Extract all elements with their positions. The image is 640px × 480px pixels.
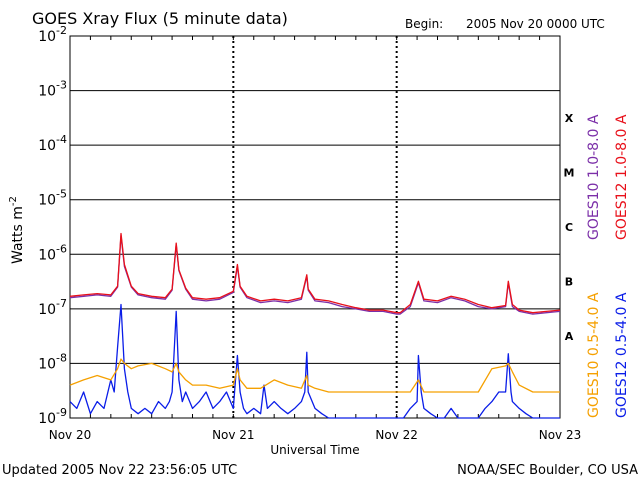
y-tick-label-3: 10-5 bbox=[38, 188, 67, 209]
legend-entry-1: GOES12 1.0-8.0 A bbox=[614, 114, 630, 240]
y-tick-base: 10 bbox=[38, 193, 56, 209]
begin-value: 2005 Nov 20 0000 UTC bbox=[466, 17, 605, 31]
y-tick-label-7: 10-9 bbox=[38, 406, 67, 427]
y-tick-exponent: -4 bbox=[56, 133, 67, 146]
y-tick-label-6: 10-8 bbox=[38, 351, 67, 372]
y-tick-label-1: 10-3 bbox=[38, 79, 67, 100]
y-tick-exponent: -6 bbox=[56, 242, 67, 255]
footer-credit: NOAA/SEC Boulder, CO USA bbox=[457, 463, 638, 478]
y-axis-label: Watts m-2 bbox=[8, 196, 26, 264]
y-tick-base: 10 bbox=[38, 411, 56, 427]
legend-entry-0: GOES10 1.0-8.0 A bbox=[586, 114, 602, 240]
series-line-0 bbox=[69, 234, 561, 315]
chart-title: GOES Xray Flux (5 minute data) bbox=[32, 9, 288, 28]
y-tick-exponent: -7 bbox=[56, 297, 67, 310]
y-tick-label-2: 10-4 bbox=[38, 133, 67, 154]
x-tick-label-3: Nov 23 bbox=[539, 428, 582, 442]
y-tick-label-5: 10-7 bbox=[38, 297, 67, 318]
flare-class-B: B bbox=[565, 276, 573, 289]
y-tick-exponent: -8 bbox=[56, 351, 67, 364]
footer-updated: Updated 2005 Nov 22 23:56:05 UTC bbox=[2, 463, 237, 478]
y-tick-base: 10 bbox=[38, 29, 56, 45]
flare-class-A: A bbox=[565, 330, 574, 343]
series-line-1 bbox=[69, 232, 561, 314]
y-tick-base: 10 bbox=[38, 302, 56, 318]
gridlines bbox=[70, 35, 560, 419]
legend-entry-2: GOES10 0.5-4.0 A bbox=[586, 292, 602, 418]
flare-class-X: X bbox=[565, 112, 574, 125]
plot-frame bbox=[69, 35, 561, 419]
x-tick-label-0: Nov 20 bbox=[49, 428, 92, 442]
y-tick-exponent: -5 bbox=[56, 188, 67, 201]
legend: GOES10 1.0-8.0 A GOES12 1.0-8.0 A GOES10 0… bbox=[586, 114, 630, 418]
y-tick-base: 10 bbox=[38, 356, 56, 372]
y-axis-label-text: Watts m bbox=[10, 206, 26, 264]
series-lines bbox=[69, 232, 561, 419]
series-line-2 bbox=[69, 358, 560, 393]
x-tick-label-2: Nov 22 bbox=[375, 428, 418, 442]
y-tick-base: 10 bbox=[38, 84, 56, 100]
series-line-3 bbox=[69, 303, 560, 419]
legend-entry-3: GOES12 0.5-4.0 A bbox=[614, 292, 630, 418]
y-tick-exponent: -9 bbox=[56, 406, 67, 419]
flare-class-C: C bbox=[565, 221, 573, 234]
y-tick-exponent: -2 bbox=[56, 24, 67, 37]
day-tick-marks bbox=[69, 36, 561, 418]
y-tick-base: 10 bbox=[38, 247, 56, 263]
y-axis-label-superscript: -2 bbox=[8, 196, 19, 206]
x-tick-label-1: Nov 21 bbox=[212, 428, 255, 442]
flare-class-labels: X M C B A bbox=[564, 112, 575, 343]
x-axis-label: Universal Time bbox=[270, 443, 359, 457]
y-tick-label-4: 10-6 bbox=[38, 242, 67, 263]
y-tick-label-0: 10-2 bbox=[38, 24, 67, 45]
begin-label: Begin: bbox=[405, 17, 443, 31]
y-tick-base: 10 bbox=[38, 138, 56, 154]
y-tick-labels: 10-210-310-410-510-610-710-810-9 bbox=[38, 24, 67, 427]
y-tick-exponent: -3 bbox=[56, 79, 67, 92]
flare-class-M: M bbox=[564, 166, 575, 179]
x-tick-labels: Nov 20 Nov 21 Nov 22 Nov 23 bbox=[49, 428, 582, 442]
